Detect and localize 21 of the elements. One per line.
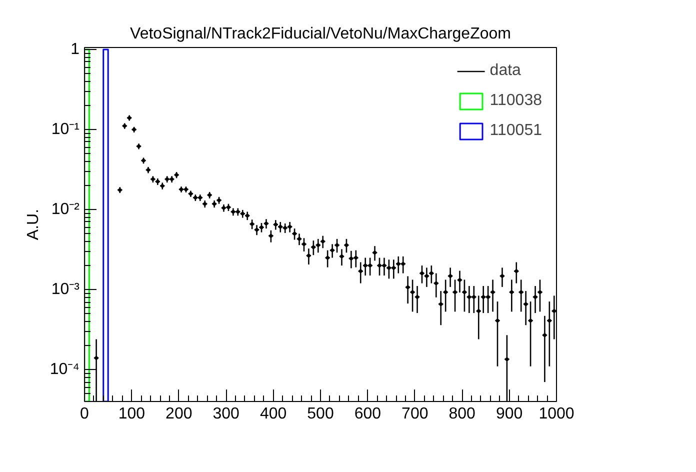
x-tick-label: 0 <box>80 406 90 422</box>
y-tick-label: 10⁻⁴ <box>50 361 80 378</box>
y-tick-label: 10⁻¹ <box>51 121 80 138</box>
x-tick-label: 1000 <box>538 406 574 422</box>
legend-label: 110038 <box>490 92 542 110</box>
x-tick-label: 900 <box>496 406 523 422</box>
y-axis-title: A.U. <box>24 208 42 240</box>
y-tick-label: 10⁻² <box>51 201 80 218</box>
legend-label: data <box>490 62 521 80</box>
y-tick-label: 1 <box>70 41 80 58</box>
x-tick-label: 400 <box>260 406 287 422</box>
legend-label: 110051 <box>490 122 542 140</box>
chart-title: VetoSignal/NTrack2Fiducial/VetoNu/MaxChargeZoom <box>130 26 511 42</box>
x-tick-label: 700 <box>402 406 428 422</box>
x-tick-label: 800 <box>448 406 476 422</box>
x-tick-label: 600 <box>354 406 382 422</box>
x-tick-label: 500 <box>307 406 334 422</box>
x-tick-label: 300 <box>212 406 240 422</box>
x-tick-label: 200 <box>166 406 192 422</box>
x-tick-label: 100 <box>118 406 146 422</box>
y-tick-label: 10⁻³ <box>51 281 80 298</box>
